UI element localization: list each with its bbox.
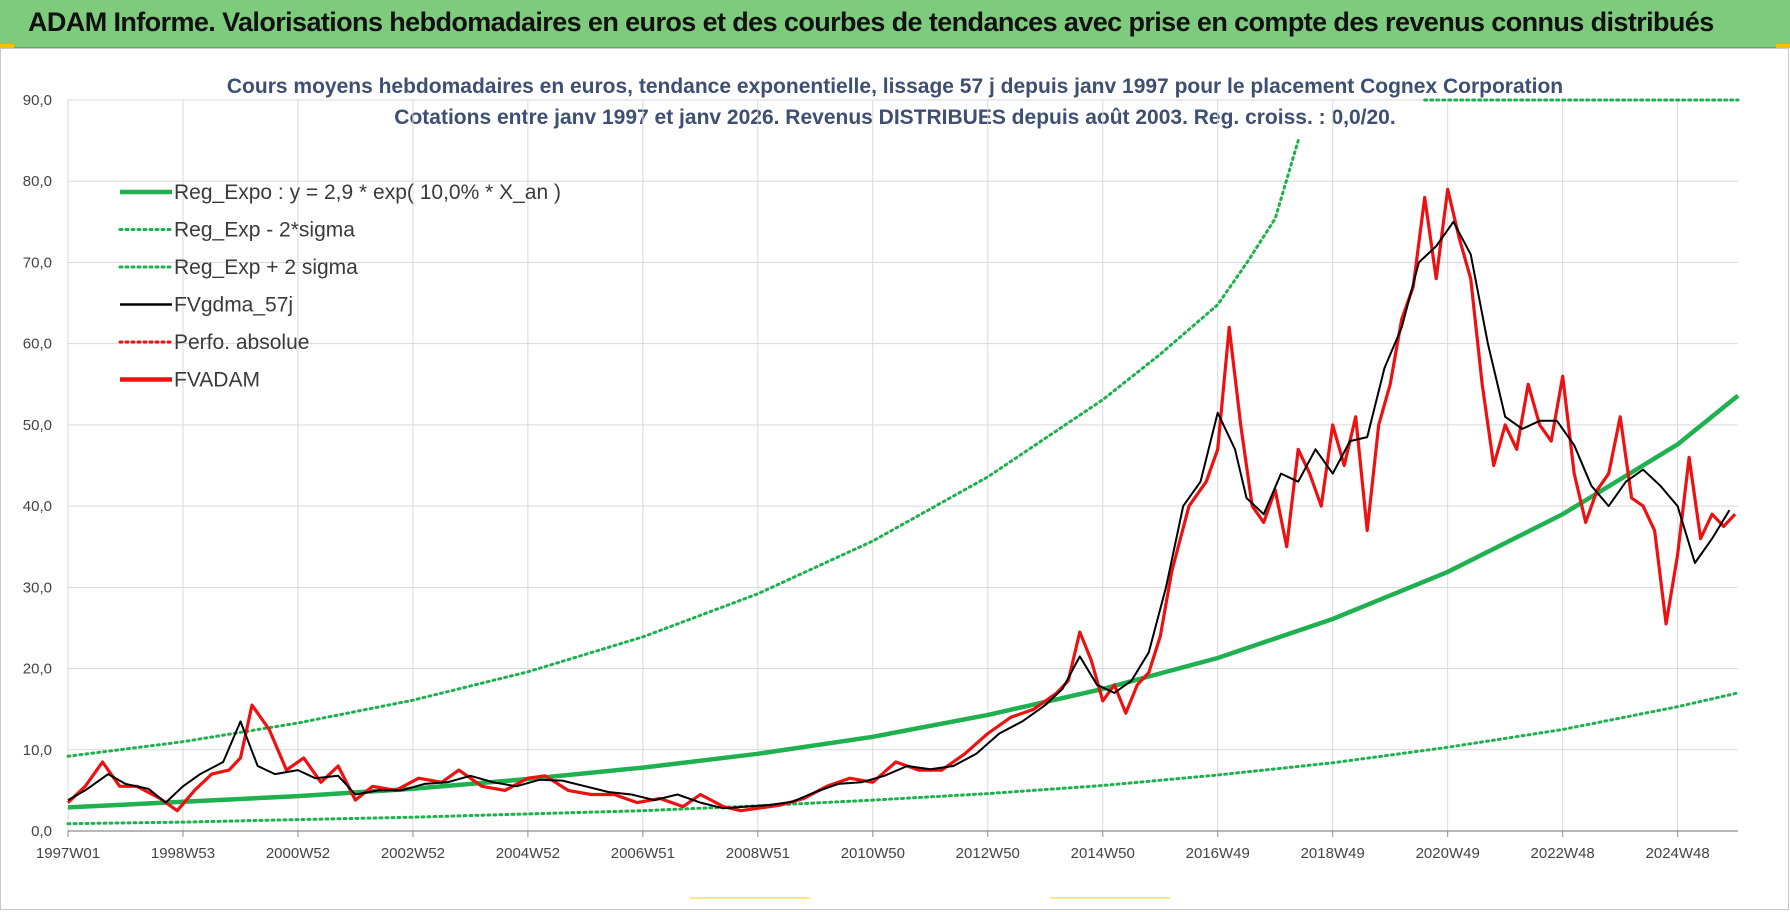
legend-label-reg_expo: Reg_Expo : y = 2,9 * exp( 10,0% * X_an ) <box>174 181 561 204</box>
x-tick-label: 2002W52 <box>381 845 445 862</box>
x-tick-label: 1997W01 <box>36 845 100 862</box>
legend-label-fvadam: FVADAM <box>174 369 260 392</box>
series-reg-minus-2sigma <box>66 691 1740 826</box>
chart-subtitle: Cotations entre janv 1997 et janv 2026. … <box>394 106 1395 129</box>
x-tick-label: 1998W53 <box>151 845 215 862</box>
y-tick-label: 0,0 <box>31 823 52 840</box>
y-tick-label: 10,0 <box>23 742 52 759</box>
legend: Reg_Expo : y = 2,9 * exp( 10,0% * X_an )… <box>118 181 561 392</box>
y-tick-label: 40,0 <box>23 498 52 515</box>
legend-label-fvgdma: FVgdma_57j <box>174 294 293 317</box>
report-header: ADAM Informe. Valorisations hebdomadaire… <box>0 0 1790 48</box>
x-tick-label: 2018W49 <box>1301 845 1365 862</box>
axes: 0,0 10,0 20,0 30,0 40,0 50,0 60,0 70,0 80,0 90,0 1… <box>23 92 1738 862</box>
x-tick-label: 2008W51 <box>726 845 790 862</box>
series-fvgdma-57j <box>67 220 1731 810</box>
series-reg-plus-2sigma <box>66 139 1300 758</box>
y-tick-label: 90,0 <box>23 92 52 109</box>
y-tick-label: 50,0 <box>23 417 52 434</box>
series-reg-expo <box>67 393 1740 810</box>
x-tick-label: 2004W52 <box>496 845 560 862</box>
scroll-marker <box>1050 897 1170 899</box>
x-tick-label: 2000W52 <box>266 845 330 862</box>
corner-marker <box>1776 44 1790 48</box>
x-tick-label: 2020W49 <box>1416 845 1480 862</box>
corner-marker <box>0 44 14 48</box>
report-title: ADAM Informe. Valorisations hebdomadaire… <box>28 7 1714 37</box>
y-tick-label: 30,0 <box>23 579 52 596</box>
y-tick-label: 20,0 <box>23 661 52 678</box>
x-tick-label: 2014W50 <box>1071 845 1135 862</box>
gridlines <box>67 99 1738 831</box>
legend-label-reg_minus: Reg_Exp - 2*sigma <box>174 219 355 242</box>
legend-label-perfo: Perfo. absolue <box>174 331 309 354</box>
x-tick-label: 2010W50 <box>841 845 905 862</box>
series-fvadam <box>66 187 1737 813</box>
chart-title: Cours moyens hebdomadaires en euros, ten… <box>227 75 1563 98</box>
x-tick-label: 2022W48 <box>1531 845 1595 862</box>
y-tick-label: 80,0 <box>23 173 52 190</box>
y-tick-label: 70,0 <box>23 254 52 271</box>
x-tick-label: 2016W49 <box>1186 845 1250 862</box>
chart-frame <box>0 48 1789 910</box>
series-group <box>66 98 1740 826</box>
y-tick-label: 60,0 <box>23 336 52 353</box>
legend-label-reg_plus: Reg_Exp + 2 sigma <box>174 256 358 279</box>
scroll-marker <box>690 897 810 899</box>
x-tick-label: 2012W50 <box>956 845 1020 862</box>
x-tick-label: 2024W48 <box>1646 845 1710 862</box>
x-tick-label: 2006W51 <box>611 845 675 862</box>
